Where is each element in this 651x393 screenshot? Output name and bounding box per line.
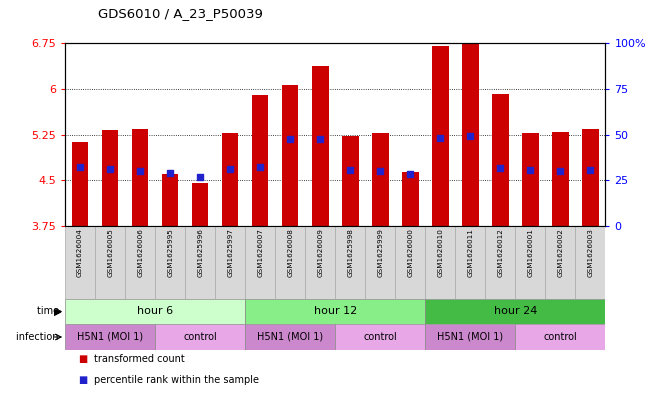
Text: GSM1625998: GSM1625998 — [347, 228, 353, 277]
Text: GSM1626001: GSM1626001 — [527, 228, 533, 277]
Bar — [245, 324, 335, 350]
Point — [345, 167, 355, 173]
Text: control: control — [184, 332, 217, 342]
Text: control: control — [544, 332, 577, 342]
Text: GSM1625999: GSM1625999 — [378, 228, 383, 277]
Point — [195, 174, 206, 180]
Bar — [365, 226, 395, 299]
Bar — [162, 174, 178, 226]
Point — [225, 166, 236, 173]
Bar — [462, 43, 478, 226]
Point — [525, 167, 536, 173]
Bar — [275, 226, 305, 299]
Text: hour 12: hour 12 — [314, 307, 357, 316]
Bar — [455, 226, 486, 299]
Bar — [125, 226, 155, 299]
Text: GSM1626003: GSM1626003 — [587, 228, 594, 277]
Text: GSM1626011: GSM1626011 — [467, 228, 473, 277]
Text: GSM1626008: GSM1626008 — [287, 228, 293, 277]
Bar — [552, 132, 569, 226]
Bar — [402, 173, 419, 226]
Bar — [335, 324, 425, 350]
Bar — [575, 226, 605, 299]
Bar — [282, 84, 299, 226]
Text: time: time — [36, 307, 62, 316]
Bar — [192, 183, 208, 226]
Bar — [516, 226, 546, 299]
Text: H5N1 (MOI 1): H5N1 (MOI 1) — [77, 332, 143, 342]
Text: ▶: ▶ — [54, 307, 62, 316]
Bar — [72, 142, 89, 226]
Text: percentile rank within the sample: percentile rank within the sample — [94, 375, 259, 385]
Text: GSM1625995: GSM1625995 — [167, 228, 173, 277]
Text: ■: ■ — [78, 354, 87, 364]
Text: ■: ■ — [78, 375, 87, 385]
Point — [285, 136, 296, 143]
Text: GSM1626007: GSM1626007 — [257, 228, 263, 277]
Bar — [245, 299, 425, 324]
Bar — [335, 226, 365, 299]
Bar — [582, 129, 599, 226]
Text: GSM1625996: GSM1625996 — [197, 228, 203, 277]
Bar — [372, 133, 389, 226]
Point — [165, 170, 175, 176]
Text: hour 6: hour 6 — [137, 307, 173, 316]
Text: GSM1626004: GSM1626004 — [77, 228, 83, 277]
Bar — [395, 226, 425, 299]
Point — [315, 136, 326, 142]
Bar — [546, 226, 575, 299]
Bar — [65, 299, 245, 324]
Point — [465, 133, 475, 140]
Bar — [425, 299, 605, 324]
Point — [255, 164, 266, 170]
Text: GSM1626012: GSM1626012 — [497, 228, 503, 277]
Bar — [215, 226, 245, 299]
Bar — [252, 95, 268, 226]
Text: transformed count: transformed count — [94, 354, 185, 364]
Point — [135, 168, 145, 174]
Text: infection: infection — [16, 332, 62, 342]
Text: H5N1 (MOI 1): H5N1 (MOI 1) — [257, 332, 324, 342]
Bar — [305, 226, 335, 299]
Bar — [155, 324, 245, 350]
Bar — [492, 94, 508, 226]
Bar — [65, 324, 155, 350]
Text: GSM1625997: GSM1625997 — [227, 228, 233, 277]
Point — [585, 167, 596, 173]
Point — [375, 168, 385, 174]
Bar — [516, 324, 605, 350]
Bar — [486, 226, 516, 299]
Bar — [95, 226, 125, 299]
Text: GSM1626006: GSM1626006 — [137, 228, 143, 277]
Point — [435, 134, 445, 141]
Bar — [425, 324, 516, 350]
Point — [495, 165, 506, 171]
Bar — [102, 130, 118, 226]
Bar — [522, 133, 538, 226]
Bar — [132, 129, 148, 226]
Text: GSM1626009: GSM1626009 — [317, 228, 324, 277]
Text: GSM1626010: GSM1626010 — [437, 228, 443, 277]
Text: control: control — [363, 332, 397, 342]
Point — [405, 171, 415, 177]
Point — [105, 166, 115, 173]
Bar — [312, 66, 329, 226]
Text: GSM1626005: GSM1626005 — [107, 228, 113, 277]
Text: GDS6010 / A_23_P50039: GDS6010 / A_23_P50039 — [98, 7, 262, 20]
Text: GSM1626002: GSM1626002 — [557, 228, 563, 277]
Bar — [342, 136, 359, 226]
Text: GSM1626000: GSM1626000 — [408, 228, 413, 277]
Point — [555, 168, 566, 174]
Text: H5N1 (MOI 1): H5N1 (MOI 1) — [437, 332, 503, 342]
Bar — [425, 226, 455, 299]
Bar — [432, 46, 449, 226]
Bar — [222, 133, 238, 226]
Bar — [245, 226, 275, 299]
Text: hour 24: hour 24 — [493, 307, 537, 316]
Bar — [185, 226, 215, 299]
Point — [75, 164, 85, 170]
Bar — [155, 226, 185, 299]
Bar — [65, 226, 95, 299]
